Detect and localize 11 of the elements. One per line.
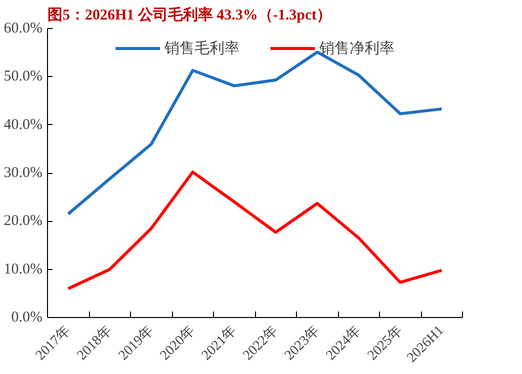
line-series bbox=[66, 170, 444, 290]
y-tick-label: 20.0% bbox=[4, 213, 43, 230]
legend-label: 销售毛利率 bbox=[164, 39, 240, 58]
y-tick-label: 40.0% bbox=[4, 116, 43, 133]
chart-title: 图5：2026H1 公司毛利率 43.3%（-1.3pct） bbox=[48, 6, 332, 24]
y-tick-label: 50.0% bbox=[4, 68, 43, 85]
legend-label: 销售净利率 bbox=[320, 39, 394, 58]
y-tick-label: 10.0% bbox=[4, 261, 43, 278]
y-tick-label: 60.0% bbox=[4, 20, 43, 36]
y-tick-label: 30.0% bbox=[4, 165, 43, 181]
y-tick-label: 0.0% bbox=[11, 310, 43, 326]
